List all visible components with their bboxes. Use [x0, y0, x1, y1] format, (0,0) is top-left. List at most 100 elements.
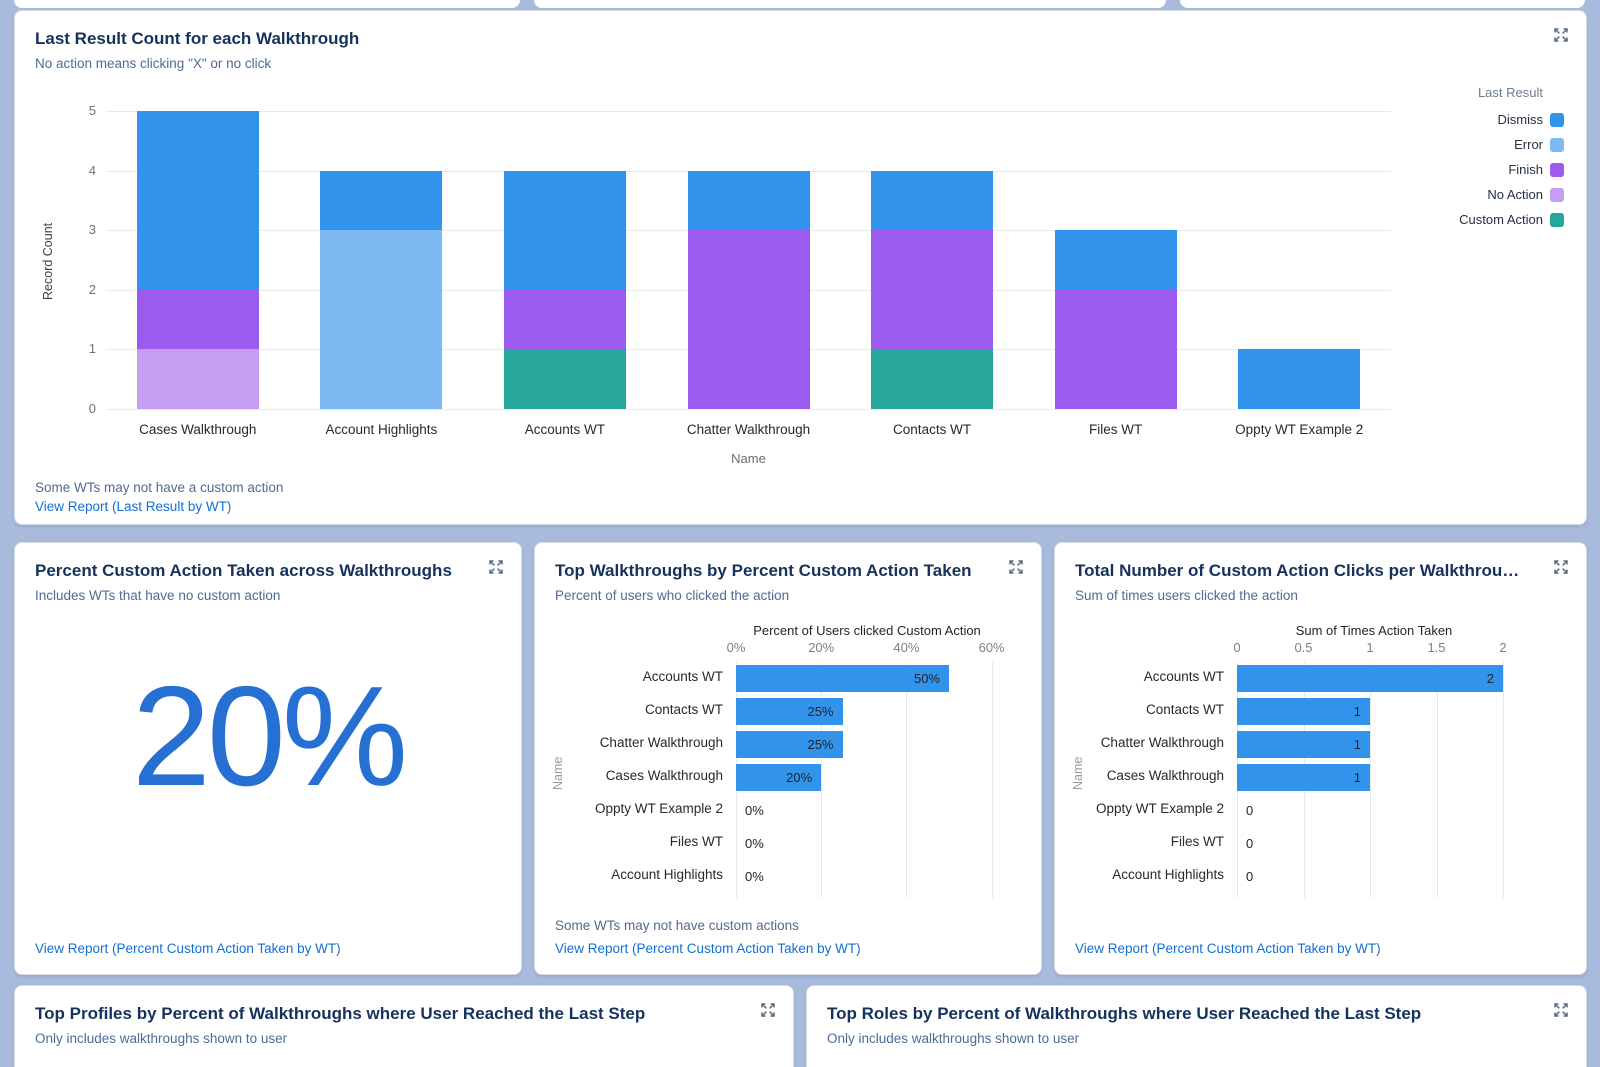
bar-segment-dismiss[interactable]: [871, 170, 994, 231]
expand-icon: [761, 1003, 775, 1017]
bar[interactable]: [1237, 698, 1370, 725]
y-tick-label: 3: [88, 222, 96, 238]
x-axis-title: Percent of Users clicked Custom Action: [753, 623, 981, 638]
category-label: Account Highlights: [1112, 867, 1224, 882]
gridline: [1436, 662, 1438, 898]
category-label: Contacts WT: [644, 702, 723, 717]
bar-segment-dismiss[interactable]: [1054, 230, 1177, 290]
gridline: [821, 662, 823, 898]
x-tick-label: 40%: [893, 640, 920, 655]
panel-title: Total Number of Custom Action Clicks per…: [1075, 561, 1520, 580]
partial-panel-above: [534, 0, 1166, 8]
category-label: Chatter Walkthrough: [1100, 735, 1224, 750]
view-report-link[interactable]: View Report (Percent Custom Action Taken…: [555, 941, 861, 956]
bar-segment-error[interactable]: [320, 230, 443, 409]
value-label: 0: [1246, 869, 1254, 884]
panel-subtitle: Only includes walkthroughs shown to user: [35, 1031, 288, 1046]
bar[interactable]: [1237, 764, 1370, 791]
category-label: Contacts WT: [893, 422, 972, 437]
category-label: Oppty WT Example 2: [594, 801, 723, 816]
value-label: 1: [1353, 737, 1361, 752]
bar[interactable]: [1237, 665, 1504, 692]
category-label: Cases Walkthrough: [605, 768, 723, 783]
value-label: 20%: [786, 770, 813, 785]
value-label: 2: [1486, 671, 1495, 686]
value-label: 1: [1353, 704, 1361, 719]
gridline: [906, 662, 908, 898]
category-label: Cases Walkthrough: [139, 422, 257, 437]
bar-segment-dismiss[interactable]: [136, 111, 259, 290]
panel-title: Top Roles by Percent of Walkthroughs whe…: [827, 1004, 1422, 1023]
gridline: [991, 662, 993, 898]
bar[interactable]: [736, 698, 843, 725]
bar-segment-dismiss[interactable]: [1238, 349, 1361, 409]
gridline: [1370, 662, 1371, 898]
chart-legend: Last Result Dismiss Error Finish No Action Cu…: [1424, 85, 1564, 237]
y-tick-label: 2: [88, 281, 96, 297]
bar-segment-finish[interactable]: [136, 289, 259, 350]
value-label: 0%: [745, 836, 764, 851]
expand-button[interactable]: [1552, 559, 1570, 577]
panel-subtitle: Only includes walkthroughs shown to user: [827, 1031, 1080, 1046]
bar-segment-dismiss[interactable]: [503, 170, 626, 290]
bar-segment-finish[interactable]: [871, 230, 994, 350]
category-label: Files WT: [669, 834, 723, 849]
x-axis-title: Sum of Times Action Taken: [1295, 623, 1453, 638]
x-tick-label: 1.5: [1427, 640, 1446, 655]
legend-color-chip: [1550, 212, 1564, 227]
panel-title: Top Profiles by Percent of Walkthroughs …: [35, 1004, 646, 1023]
panel-total-custom-action-clicks: Total Number of Custom Action Clicks per…: [1054, 542, 1587, 975]
x-tick-label: 60%: [978, 640, 1005, 655]
stacked-bar-chart: 0 1 2 3 4 5 Cases Walkthrough Account Highlight…: [89, 103, 1391, 437]
panel-title: Top Walkthroughs by Percent Custom Actio…: [555, 561, 972, 580]
x-axis-title: Name: [731, 451, 766, 466]
legend-item: Error: [1424, 137, 1564, 152]
expand-button[interactable]: [1552, 1002, 1570, 1020]
bar[interactable]: [1237, 731, 1370, 758]
footnote: Some WTs may not have a custom action: [35, 480, 284, 495]
value-label: 0%: [745, 869, 764, 884]
expand-button[interactable]: [1007, 559, 1025, 577]
bar-segment-finish[interactable]: [1054, 289, 1177, 409]
expand-icon: [1009, 560, 1023, 574]
bar[interactable]: [736, 731, 843, 758]
legend-label: No Action: [1487, 187, 1543, 202]
bar-segment-dismiss[interactable]: [687, 170, 810, 231]
gridline: [1503, 662, 1505, 898]
category-label: Account Highlights: [611, 867, 723, 882]
bar-segment-finish[interactable]: [503, 289, 626, 350]
category-label: Files WT: [1170, 834, 1224, 849]
legend-label: Custom Action: [1459, 212, 1543, 227]
bar-segment-dismiss[interactable]: [320, 170, 443, 231]
x-tick-label: 1: [1366, 640, 1374, 655]
bar-segment-finish[interactable]: [687, 230, 810, 409]
view-report-link[interactable]: View Report (Percent Custom Action Taken…: [1075, 941, 1381, 956]
partial-panel-above: [1180, 0, 1585, 8]
category-label: Files WT: [1089, 422, 1143, 437]
y-axis-title: Record Count: [41, 222, 55, 300]
category-label: Accounts WT: [1143, 669, 1224, 684]
category-label: Accounts WT: [524, 422, 606, 437]
bar-segment-custom-action[interactable]: [871, 349, 994, 409]
footnote: Some WTs may not have custom actions: [555, 918, 799, 933]
panel-top-walkthroughs: Top Walkthroughs by Percent Custom Actio…: [534, 542, 1042, 975]
legend-item: Finish: [1424, 162, 1564, 177]
expand-button[interactable]: [487, 559, 505, 577]
view-report-link[interactable]: View Report (Percent Custom Action Taken…: [35, 941, 341, 956]
bar-segment-custom-action[interactable]: [503, 349, 626, 409]
category-label: Chatter Walkthrough: [686, 422, 811, 437]
value-label: 1: [1353, 770, 1361, 785]
bar-segment-no-action[interactable]: [136, 349, 259, 409]
panel-subtitle: Includes WTs that have no custom action: [35, 588, 281, 603]
expand-button[interactable]: [759, 1002, 777, 1020]
gridline: [106, 111, 1391, 112]
category-label: Chatter Walkthrough: [599, 735, 723, 750]
bar[interactable]: [736, 665, 949, 692]
legend-label: Dismiss: [1497, 112, 1544, 127]
expand-button[interactable]: [1552, 27, 1570, 45]
view-report-link[interactable]: View Report (Last Result by WT): [35, 499, 232, 514]
bar[interactable]: [736, 764, 822, 791]
category-label: Cases Walkthrough: [1106, 768, 1224, 783]
category-label: Accounts WT: [642, 669, 723, 684]
